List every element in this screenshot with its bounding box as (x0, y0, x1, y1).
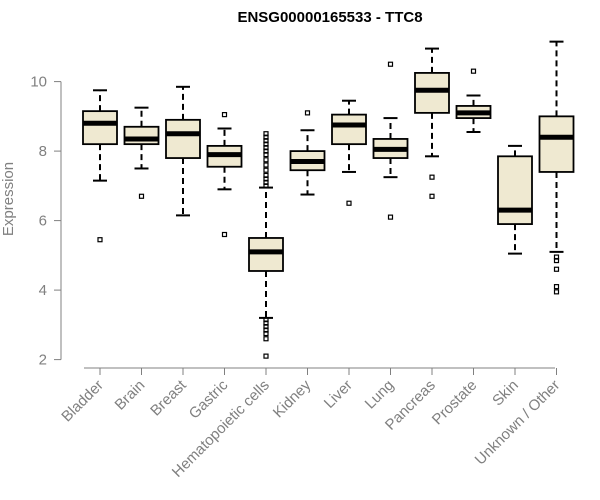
outlier-point (263, 167, 269, 173)
x-tick-label: Brain (112, 377, 149, 414)
outlier-point (346, 200, 352, 206)
x-tick-label: Lung (362, 377, 398, 413)
outlier-point (429, 174, 435, 180)
outlier-point (553, 284, 560, 290)
outlier-point (387, 61, 394, 67)
box-unknown-other (538, 40, 575, 295)
box-pancreas (414, 47, 450, 199)
outlier-point (263, 151, 269, 158)
outlier-point (263, 353, 269, 359)
box-hematopoietic-cells (248, 131, 284, 359)
box-liver (331, 99, 367, 206)
outlier-point (553, 289, 560, 295)
box-skin (497, 144, 533, 255)
outlier-point (263, 183, 269, 189)
x-tick-label: Bladder (58, 377, 107, 426)
box-body (123, 125, 160, 146)
outlier-point (263, 162, 269, 168)
outlier-point (97, 237, 103, 243)
box-body (538, 115, 575, 173)
x-tick-label: Breast (147, 376, 190, 419)
x-tick-label: Skin (489, 377, 522, 410)
y-tick-label: 8 (39, 143, 47, 160)
box-brain (123, 106, 160, 199)
outlier-point (304, 110, 311, 116)
x-tick-label: Prostate (429, 377, 481, 429)
box-lung (372, 61, 409, 220)
outlier-point (263, 157, 269, 163)
x-tick-label: Kidney (270, 376, 315, 421)
outlier-point (263, 330, 269, 337)
box-body (331, 113, 367, 146)
box-prostate (455, 68, 492, 133)
outlier-point (221, 112, 228, 118)
y-axis-label: Expression (0, 162, 17, 236)
box-gastric (206, 112, 243, 238)
outlier-point (429, 193, 435, 199)
box-group (82, 40, 575, 359)
y-tick-label: 10 (30, 74, 47, 91)
chart-title: ENSG00000165533 - TTC8 (237, 9, 422, 26)
y-tick-label: 2 (39, 352, 47, 369)
x-tick-label: Liver (321, 377, 356, 412)
y-tick-label: 6 (39, 213, 47, 230)
box-body (497, 155, 533, 225)
box-body (82, 110, 118, 146)
outlier-point (470, 68, 477, 74)
outlier-point (221, 231, 228, 238)
box-body (248, 237, 284, 272)
box-body (414, 72, 450, 114)
outlier-point (387, 214, 394, 220)
box-body (165, 118, 201, 159)
outlier-point (138, 193, 145, 199)
box-breast (165, 85, 201, 217)
y-axis-ticks: 2 4 6 8 10 (30, 74, 61, 369)
box-kidney (289, 110, 326, 196)
box-bladder (82, 89, 118, 243)
outlier-point (263, 336, 269, 342)
y-tick-label: 4 (39, 282, 47, 299)
outlier-point (553, 257, 560, 264)
outlier-point (553, 266, 560, 272)
